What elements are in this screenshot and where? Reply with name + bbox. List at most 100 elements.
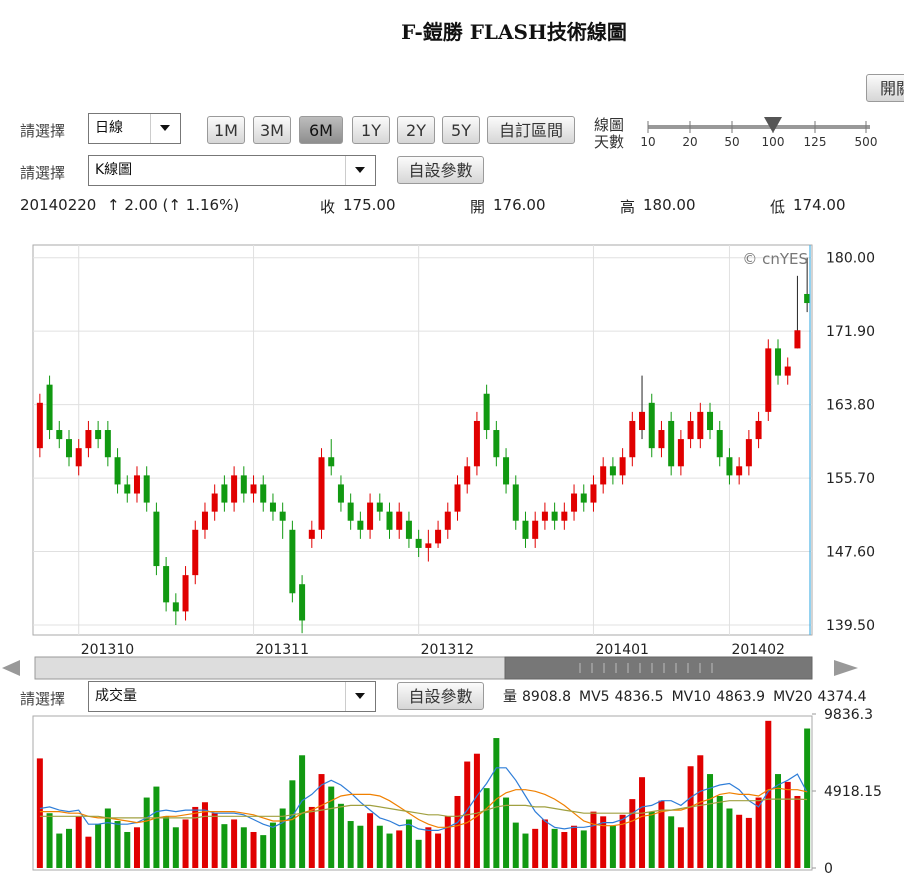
volume-bar (522, 833, 529, 868)
x-tick-label: 201311 (256, 642, 309, 658)
candle-body (503, 457, 510, 485)
volume-bar (250, 831, 257, 868)
volume-bar (687, 766, 694, 868)
candle-body (775, 348, 782, 376)
volume-select[interactable]: 成交量 (88, 681, 376, 712)
candle-body (347, 502, 354, 521)
candle-body (707, 411, 714, 431)
x-tick-label: 201402 (731, 642, 784, 658)
slider-handle[interactable] (764, 117, 782, 133)
close-value: 175.00 (343, 196, 396, 214)
candle-body (473, 420, 480, 467)
open-value: 176.00 (493, 196, 546, 214)
y-tick-label: 180.00 (826, 251, 875, 267)
volume-bar (697, 755, 704, 868)
volume-bar (133, 827, 140, 868)
days-label-line: 線圖 (594, 116, 625, 134)
range-button[interactable]: 5Y (442, 116, 480, 144)
volume-bar (619, 814, 626, 868)
volume-bar (503, 797, 510, 868)
volume-bar (716, 795, 723, 868)
volume-bar (541, 819, 548, 868)
candle-body (318, 457, 325, 530)
volume-bar (65, 828, 72, 868)
status-value: 4374.4 (817, 689, 867, 705)
range-button[interactable]: 自訂區間 (487, 116, 575, 144)
volume-bar (221, 824, 228, 868)
candle-body (172, 602, 179, 612)
custom-button[interactable]: 自設參數 (397, 156, 484, 184)
toggle-button[interactable]: 開關 (866, 74, 904, 102)
candle-body (668, 420, 675, 467)
volume-bar (201, 802, 208, 868)
candle-body (85, 430, 92, 449)
slider-tick-label: 10 (640, 135, 655, 149)
page-title: F-鎧勝 FLASH技術線圖 (401, 20, 627, 44)
volume-bar (532, 828, 539, 868)
candle-body (736, 466, 743, 476)
period-select-text: 日線 (95, 120, 123, 136)
candle-body (648, 402, 655, 449)
dropdown-icon (345, 682, 365, 711)
candle-body (250, 484, 257, 494)
low-value: 174.00 (793, 196, 846, 214)
candle-body (182, 575, 189, 612)
candle-body (444, 511, 451, 530)
candle-body (75, 448, 82, 467)
volume-bar (114, 821, 121, 868)
candle-body (512, 484, 519, 521)
volume-bar (405, 819, 412, 868)
status-name: MV20 (773, 689, 813, 705)
scroll-right[interactable] (834, 660, 858, 676)
y-tick-label: 4918.15 (824, 784, 882, 800)
dropdown-icon (345, 156, 365, 185)
range-button[interactable]: 1Y (352, 116, 390, 144)
status-value: 4863.9 (716, 689, 766, 705)
chart-select[interactable]: K線圖 (88, 155, 376, 186)
candle-body (36, 402, 43, 449)
candle-body (56, 430, 63, 440)
volume-bar (85, 836, 92, 868)
volume-bar (745, 817, 752, 868)
range-button[interactable]: 3M (253, 116, 291, 144)
volume-bar (580, 830, 587, 868)
scroll-thumb[interactable] (504, 656, 813, 680)
price-panel (32, 244, 813, 636)
y-tick-label: 139.50 (826, 618, 875, 634)
volume-bar (289, 780, 296, 868)
range-button[interactable]: 1M (207, 116, 245, 144)
y-tick-label: 147.60 (826, 545, 875, 561)
candle-body (337, 484, 344, 503)
range-button[interactable]: 6M (299, 116, 343, 144)
slider-tick-label: 125 (804, 135, 827, 149)
volume-bar (736, 814, 743, 868)
candle-body (435, 529, 442, 544)
candle-body (114, 457, 121, 485)
volume-bar (347, 821, 354, 868)
volume-bar (444, 816, 451, 868)
candle-body (454, 484, 461, 512)
scroll-left[interactable] (2, 660, 20, 676)
x-tick-label: 201310 (81, 642, 134, 658)
range-button[interactable]: 2Y (397, 116, 435, 144)
volume-bar (804, 728, 811, 868)
candle-body (784, 366, 791, 376)
candle-body (386, 511, 393, 530)
period-select[interactable]: 日線 (88, 113, 181, 144)
volume-bar (260, 835, 267, 868)
candle-body (289, 529, 296, 594)
volume-custom-button[interactable]: 自設參數 (397, 682, 484, 710)
status-name: 量 (503, 689, 517, 705)
chart-label: 請選擇 (20, 164, 66, 182)
candle-body (580, 493, 587, 503)
volume-bar (648, 811, 655, 868)
candle-body (425, 543, 432, 548)
volume-bar (104, 808, 111, 868)
volume-bar (386, 833, 393, 868)
slider-tick-label: 50 (724, 135, 739, 149)
volume-bar (328, 786, 335, 868)
days-label-line: 天數 (594, 133, 625, 151)
volume-bar (551, 828, 558, 868)
dropdown-icon (150, 114, 170, 143)
